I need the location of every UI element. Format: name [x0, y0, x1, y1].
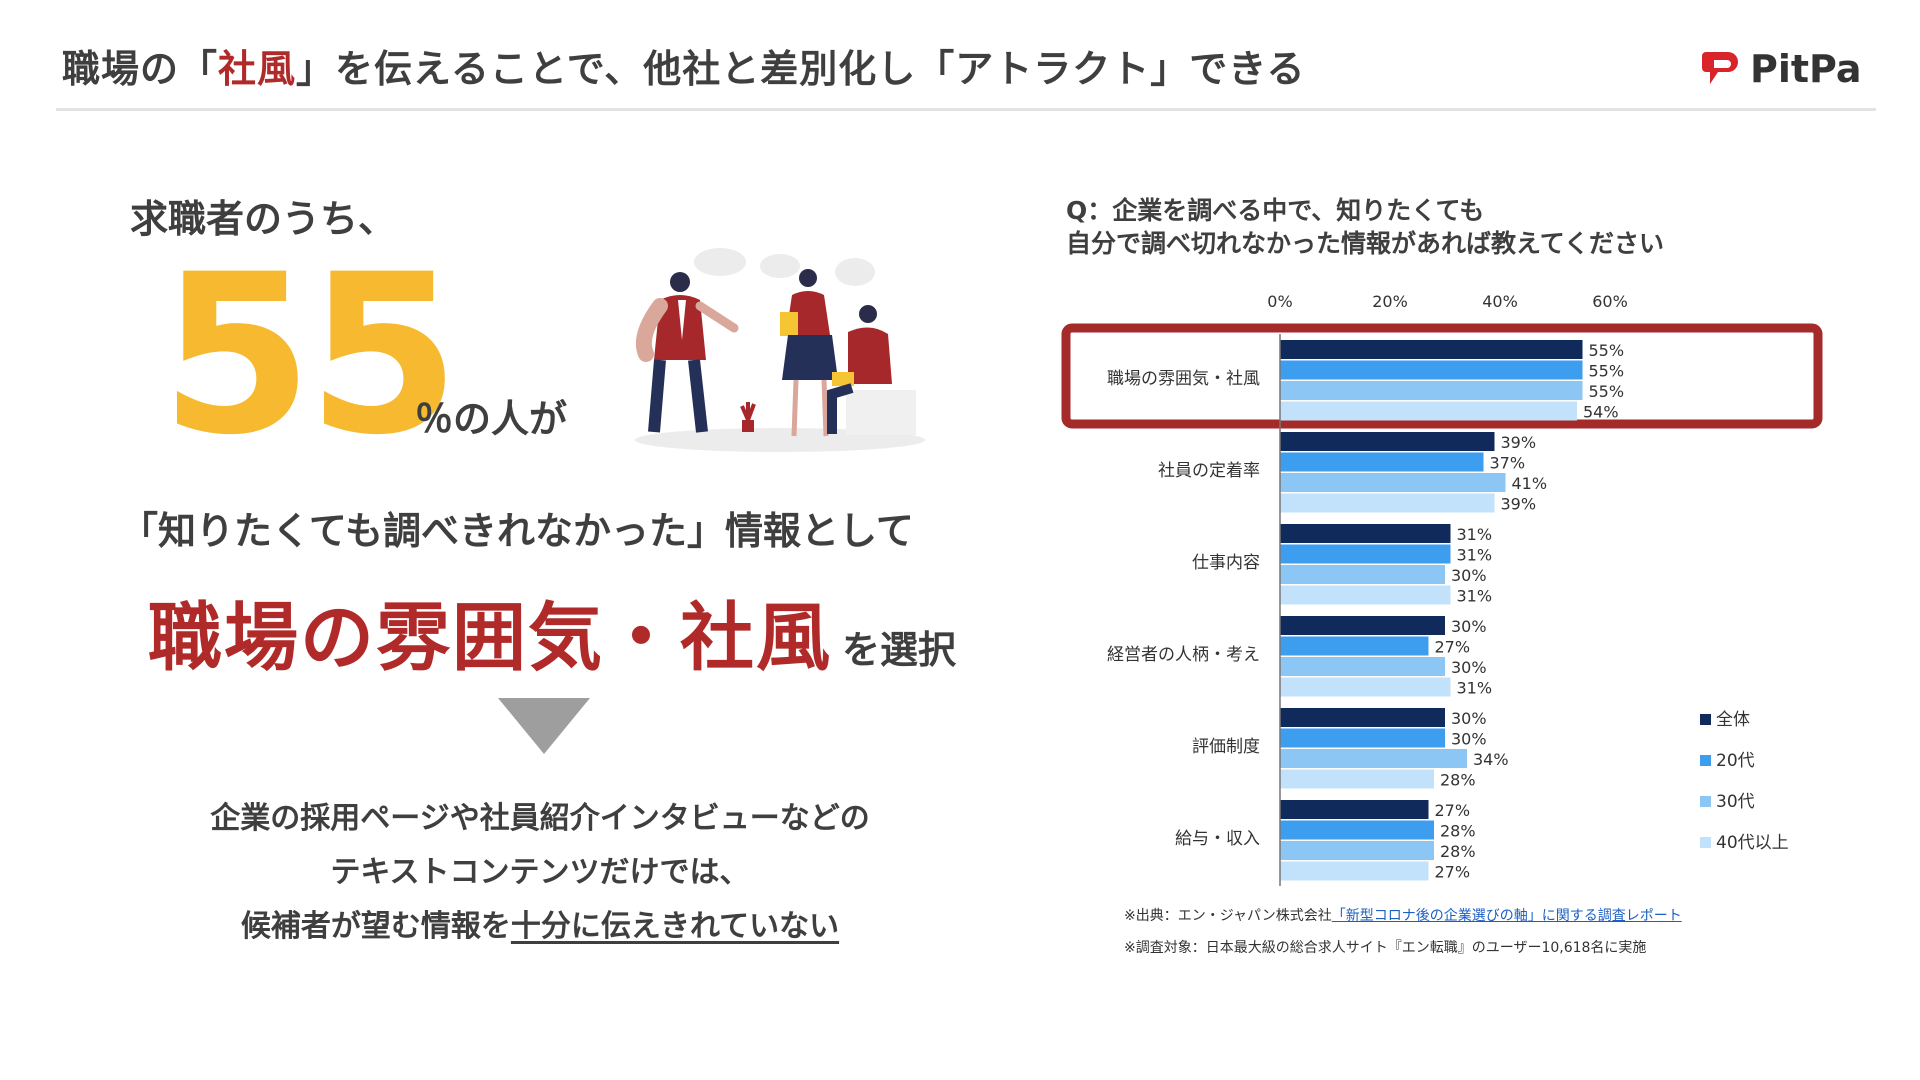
footnote-source-prefix: ※出典：エン・ジャパン株式会社: [1124, 908, 1332, 924]
category-label: 評価制度: [1192, 737, 1260, 757]
bar: [1280, 381, 1583, 400]
highlight-row: 職場の雰囲気・社風 を選択: [148, 578, 956, 685]
body-line-3-underlined: 十分に伝えきれていない: [510, 909, 840, 944]
bar: [1280, 841, 1434, 860]
body-line-3: 候補者が望む情報を十分に伝えきれていない: [150, 900, 930, 954]
category-label: 仕事内容: [1192, 553, 1260, 573]
footnote-source: ※出典：エン・ジャパン株式会社「新型コロナ後の企業選びの軸」に関する調査レポート: [1124, 905, 1682, 925]
bar: [1280, 820, 1434, 840]
data-label: 30%: [1451, 617, 1487, 636]
bar: [1280, 401, 1577, 421]
data-label: 28%: [1440, 771, 1476, 790]
data-label: 34%: [1473, 750, 1509, 769]
bar: [1280, 360, 1583, 380]
office-people-illustration: [635, 248, 925, 452]
category-label: 給与・収入: [1175, 829, 1260, 849]
bar: [1280, 769, 1434, 789]
survey-question: Q：企業を調べる中で、知りたくても 自分で調べ切れなかった情報があれば教えてくだ…: [1066, 194, 1664, 260]
legend-swatch: [1700, 796, 1711, 807]
data-label: 31%: [1457, 546, 1493, 565]
big-percentage: 55: [160, 227, 460, 483]
footnote-target: ※調査対象：日本最大級の総合求人サイト『エン転職』のユーザー10,618名に実施: [1124, 940, 1647, 956]
bar: [1280, 708, 1445, 727]
bar: [1280, 473, 1506, 492]
body-line-2: テキストコンテンツだけでは、: [330, 855, 750, 890]
x-tick-label: 40%: [1482, 292, 1518, 311]
data-label: 27%: [1435, 638, 1471, 657]
category-label: 社員の定着率: [1158, 461, 1260, 481]
data-label: 30%: [1451, 709, 1487, 728]
highlight-box: [1061, 323, 1823, 429]
title-part-2: 」を伝えることで、他社と差別化し「アトラクト」できる: [296, 47, 1306, 91]
data-label: 28%: [1440, 842, 1476, 861]
data-label: 31%: [1457, 525, 1493, 544]
data-label: 28%: [1440, 822, 1476, 841]
footnote-source-link[interactable]: 「新型コロナ後の企業選びの軸」に関する調査レポート: [1331, 908, 1682, 924]
data-label: 27%: [1435, 863, 1471, 882]
bar: [1280, 728, 1445, 748]
legend-swatch: [1700, 837, 1711, 848]
legend-label: 30代: [1716, 792, 1755, 812]
down-arrow-icon: [498, 698, 590, 754]
x-tick-label: 60%: [1592, 292, 1628, 311]
data-label: 27%: [1435, 801, 1471, 820]
subheading-text: 「知りたくても調べきれなかった」情報として: [120, 509, 914, 553]
category-label: 職場の雰囲気・社風: [1107, 369, 1260, 389]
percentage-suffix: ％の人が: [415, 397, 568, 441]
bar: [1280, 452, 1484, 472]
legend-label: 20代: [1716, 751, 1755, 771]
bar: [1280, 749, 1467, 768]
data-label: 55%: [1589, 341, 1625, 360]
data-label: 55%: [1589, 362, 1625, 381]
category-label: 経営者の人柄・考え: [1107, 645, 1260, 665]
header-divider: [56, 108, 1876, 111]
bar: [1280, 861, 1429, 881]
page-title: 職場の「社風」を伝えることで、他社と差別化し「アトラクト」できる: [62, 38, 1305, 93]
bar-chart: 0% 20% 40% 60%職場の雰囲気・社風55%55%55%54%社員の定着率39…: [1061, 292, 1823, 886]
data-label: 31%: [1457, 587, 1493, 606]
bar: [1280, 616, 1445, 635]
data-label: 41%: [1512, 474, 1548, 493]
bar: [1280, 636, 1429, 656]
legend-label: 全体: [1716, 710, 1750, 730]
body-line-3-plain: 候補者が望む情報を: [240, 909, 511, 944]
data-label: 30%: [1451, 658, 1487, 677]
bar: [1280, 493, 1495, 513]
legend-swatch: [1700, 755, 1711, 766]
title-accent: 社風: [218, 47, 297, 91]
x-tick-label: 20%: [1372, 292, 1408, 311]
pitpa-logo-icon: [1702, 52, 1738, 84]
data-label: 54%: [1583, 403, 1619, 422]
title-part-1: 職場の「: [62, 47, 219, 91]
bar: [1280, 585, 1451, 605]
data-label: 55%: [1589, 382, 1625, 401]
pitpa-logo[interactable]: PitPa: [1700, 46, 1862, 92]
bar: [1280, 524, 1451, 543]
legend-swatch: [1700, 714, 1711, 725]
bar: [1280, 432, 1495, 451]
data-label: 31%: [1457, 679, 1493, 698]
bar: [1280, 565, 1445, 584]
bar: [1280, 544, 1451, 564]
data-label: 37%: [1490, 454, 1526, 473]
highlight-suffix: を選択: [842, 628, 957, 672]
intro-text: 求職者のうち、: [130, 197, 397, 241]
bar: [1280, 800, 1429, 819]
bar: [1280, 657, 1445, 676]
bar: [1280, 677, 1451, 697]
data-label: 39%: [1501, 495, 1537, 514]
x-tick-label: 0%: [1267, 292, 1292, 311]
logo-text: PitPa: [1750, 47, 1862, 91]
body-line-1: 企業の採用ページや社員紹介インタビューなどの: [210, 801, 870, 836]
question-line-2: 自分で調べ切れなかった情報があれば教えてください: [1066, 229, 1665, 258]
legend-label: 40代以上: [1716, 833, 1789, 853]
body-text: 企業の採用ページや社員紹介インタビューなどの テキストコンテンツだけでは、 候補…: [150, 792, 930, 954]
question-line-1: Q：企業を調べる中で、知りたくても: [1066, 196, 1485, 225]
data-label: 30%: [1451, 566, 1487, 585]
data-label: 30%: [1451, 730, 1487, 749]
bar: [1280, 340, 1583, 359]
data-label: 39%: [1501, 433, 1537, 452]
highlight-text: 職場の雰囲気・社風: [148, 595, 832, 681]
